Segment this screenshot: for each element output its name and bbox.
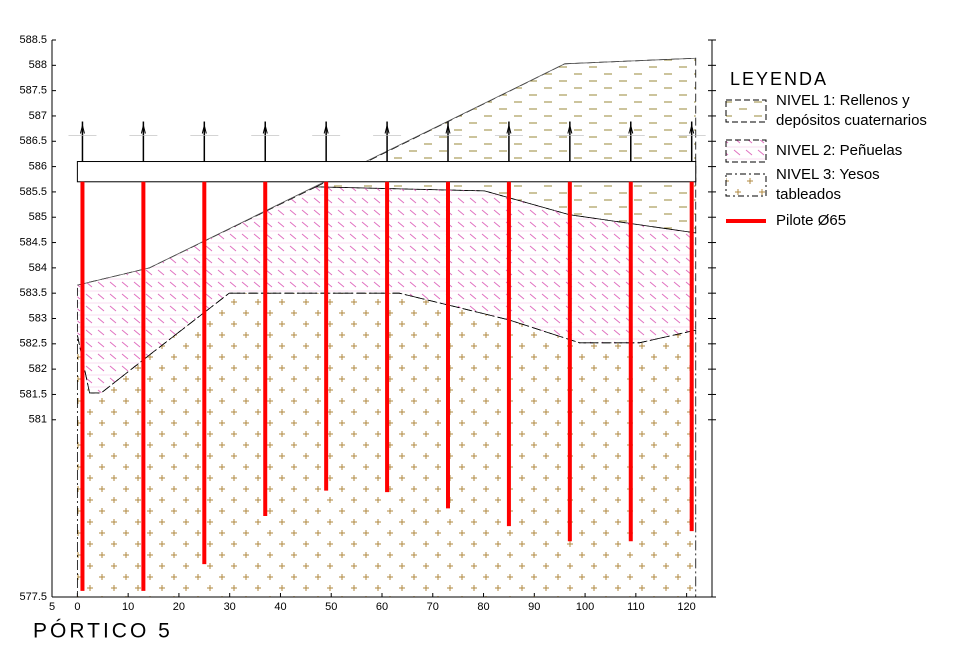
y-tick-label: 584 (29, 262, 47, 274)
legend-label: NIVEL 2: Peñuelas (776, 142, 902, 159)
y-tick-label: 587 (29, 110, 47, 122)
pile-head (506, 125, 512, 134)
y-tick-label: 582.5 (19, 338, 47, 350)
y-tick-label: 583.5 (19, 287, 47, 299)
pile-head (445, 125, 451, 134)
x-tick-label: 30 (224, 601, 236, 613)
pile-head (262, 125, 268, 134)
pile-head (79, 125, 85, 134)
y-tick-label: 588 (29, 59, 47, 71)
y-tick-label: 586.5 (19, 135, 47, 147)
y-tick-label: 585 (29, 211, 47, 223)
pile-head (140, 125, 146, 134)
chart-title: PÓRTICO 5 (33, 620, 173, 643)
x-tick-label: 70 (427, 601, 439, 613)
legend-swatch (725, 139, 767, 163)
x-tick-label: 90 (528, 601, 540, 613)
legend-label: NIVEL 1: Rellenos y (776, 92, 910, 109)
legend-title: LEYENDA (730, 69, 828, 89)
pile-head (689, 125, 695, 134)
x-tick-label: 5 (49, 601, 55, 613)
x-tick-label: 60 (376, 601, 388, 613)
legend-label: depósitos cuaternarios (776, 112, 927, 129)
x-tick-label: 0 (74, 601, 80, 613)
y-tick-label: 583 (29, 312, 47, 324)
legend-label: NIVEL 3: Yesos (776, 166, 880, 183)
x-tick-label: 120 (677, 601, 695, 613)
legend-swatch (725, 99, 767, 123)
y-tick-label: 584.5 (19, 236, 47, 248)
legend-label: Pilote Ø65 (776, 212, 846, 229)
y-tick-label: 581.5 (19, 388, 47, 400)
x-tick-label: 110 (627, 601, 645, 613)
pile-head (201, 125, 207, 134)
y-tick-label: 582 (29, 363, 47, 375)
pile-head (628, 125, 634, 134)
x-tick-label: 40 (274, 601, 286, 613)
x-tick-label: 100 (576, 601, 594, 613)
y-tick-label: 586 (29, 160, 47, 172)
x-tick-label: 10 (122, 601, 134, 613)
pile-head (567, 125, 573, 134)
legend-label: tableados (776, 186, 841, 203)
pile-head (323, 125, 329, 134)
x-tick-label: 50 (325, 601, 337, 613)
legend-swatch (725, 173, 767, 197)
y-tick-label: 577.5 (19, 591, 47, 603)
pile-head (384, 125, 390, 134)
beam (76, 161, 697, 183)
x-tick-label: 20 (173, 601, 185, 613)
y-tick-label: 588.5 (19, 34, 47, 46)
y-tick-label: 587.5 (19, 85, 47, 97)
y-tick-label: 585.5 (19, 186, 47, 198)
x-tick-label: 80 (477, 601, 489, 613)
y-tick-label: 581 (29, 414, 47, 426)
